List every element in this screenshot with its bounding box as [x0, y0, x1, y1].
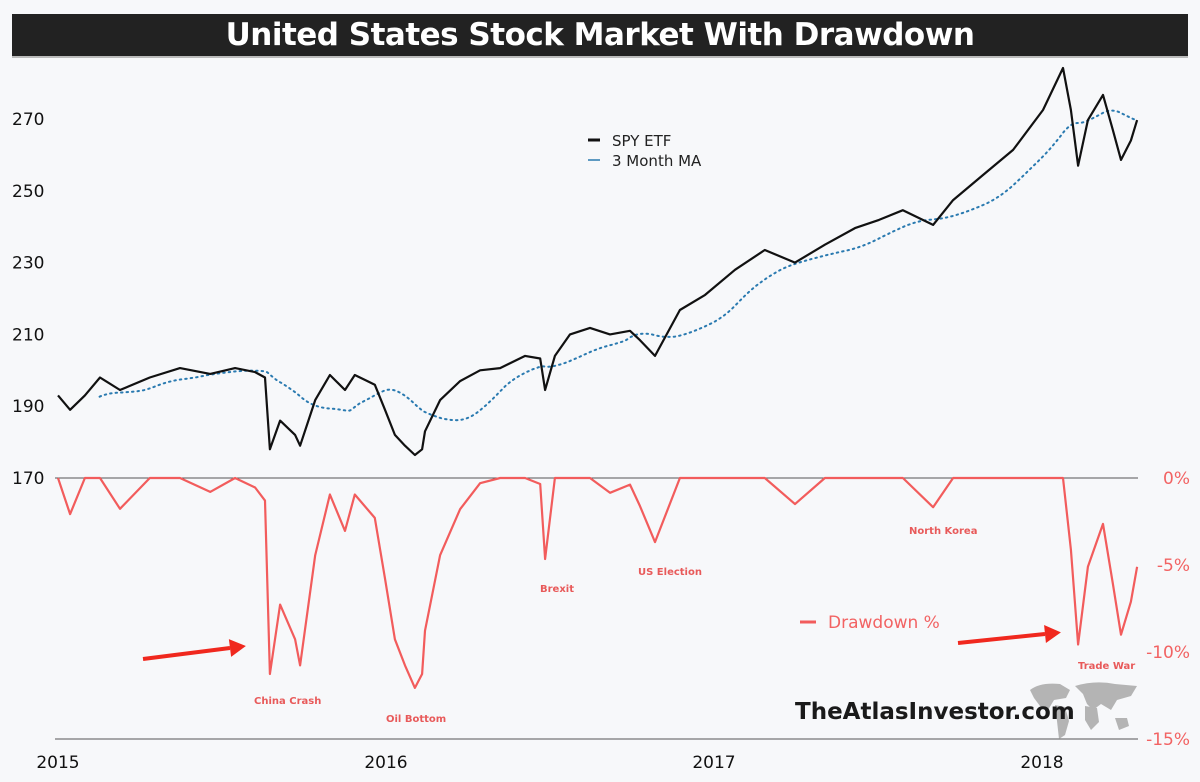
- left-y-tick-label: 170: [12, 469, 44, 489]
- legend-price-label: SPY ETF: [612, 132, 671, 150]
- left-y-tick-label: 270: [12, 110, 44, 130]
- arrow-shaft: [957, 632, 1046, 645]
- arrow-head-icon: [228, 639, 246, 657]
- left-y-tick-label: 190: [12, 397, 44, 417]
- left-y-tick-label: 210: [12, 325, 44, 345]
- x-tick-label: 2016: [364, 753, 407, 773]
- ma-line: [98, 109, 1138, 422]
- annotation-china-crash: China Crash: [254, 696, 321, 707]
- annotation-brexit: Brexit: [540, 584, 574, 595]
- world-map-logo: [1030, 682, 1137, 739]
- annotation-us-election: US Election: [638, 567, 702, 578]
- chart-title: United States Stock Market With Drawdown: [12, 14, 1188, 58]
- annotation-north-korea: North Korea: [909, 526, 977, 537]
- x-tick-label: 2017: [692, 753, 735, 773]
- left-y-tick-label: 250: [12, 182, 44, 202]
- right-y-tick-label: -10%: [1146, 643, 1190, 663]
- legend-drawdown-label: Drawdown %: [828, 613, 940, 633]
- price-line: [57, 66, 1139, 457]
- legend-ma-label: 3 Month MA: [612, 152, 702, 170]
- drawdown-line: [56, 476, 1139, 689]
- right-y-tick-label: 0%: [1163, 469, 1190, 489]
- x-tick-label: 2018: [1020, 753, 1063, 773]
- annotation-oil-bottom: Oil Bottom: [386, 714, 446, 725]
- watermark: TheAtlasInvestor.com: [795, 699, 1075, 725]
- annotation-trade-war: Trade War: [1078, 661, 1135, 672]
- arrow-shaft: [142, 646, 231, 661]
- right-y-tick-label: -5%: [1157, 556, 1190, 576]
- x-tick-label: 2015: [36, 753, 79, 773]
- left-y-tick-label: 230: [12, 254, 44, 274]
- right-y-tick-label: -15%: [1146, 730, 1190, 750]
- arrow-head-icon: [1044, 625, 1061, 643]
